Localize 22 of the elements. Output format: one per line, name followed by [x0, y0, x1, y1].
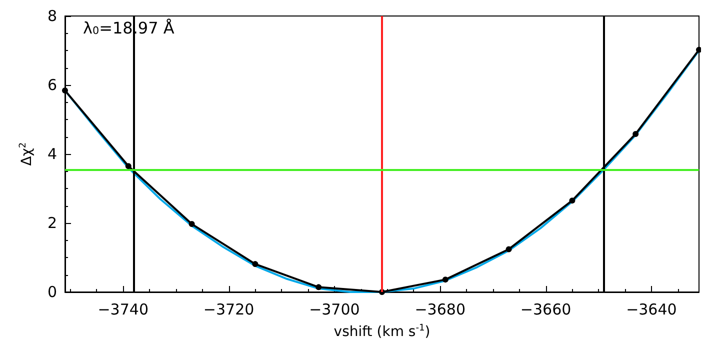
point [188, 221, 195, 228]
point [62, 88, 68, 94]
point [569, 198, 576, 204]
y-tick-label: 2 [47, 214, 57, 232]
x-tick-label: −3700 [309, 300, 360, 318]
point [696, 46, 701, 53]
y-tick-label: 6 [47, 76, 57, 94]
y-tick-label: 4 [47, 145, 57, 163]
x-tick-label: −3740 [98, 300, 148, 318]
y-tick-label: 8 [47, 7, 57, 25]
point [632, 130, 639, 137]
point [125, 163, 132, 170]
x-tick-label: −3660 [520, 300, 572, 318]
point [316, 284, 322, 290]
x-tick-label: −3680 [414, 300, 466, 318]
point [506, 246, 512, 252]
x-tick-label: −3720 [203, 300, 254, 318]
x-tick-label: −3640 [626, 300, 677, 318]
y-axis-title: Δχ2 [18, 142, 35, 166]
point [252, 261, 258, 268]
y-tick-label: 0 [47, 283, 57, 301]
point [442, 276, 448, 283]
